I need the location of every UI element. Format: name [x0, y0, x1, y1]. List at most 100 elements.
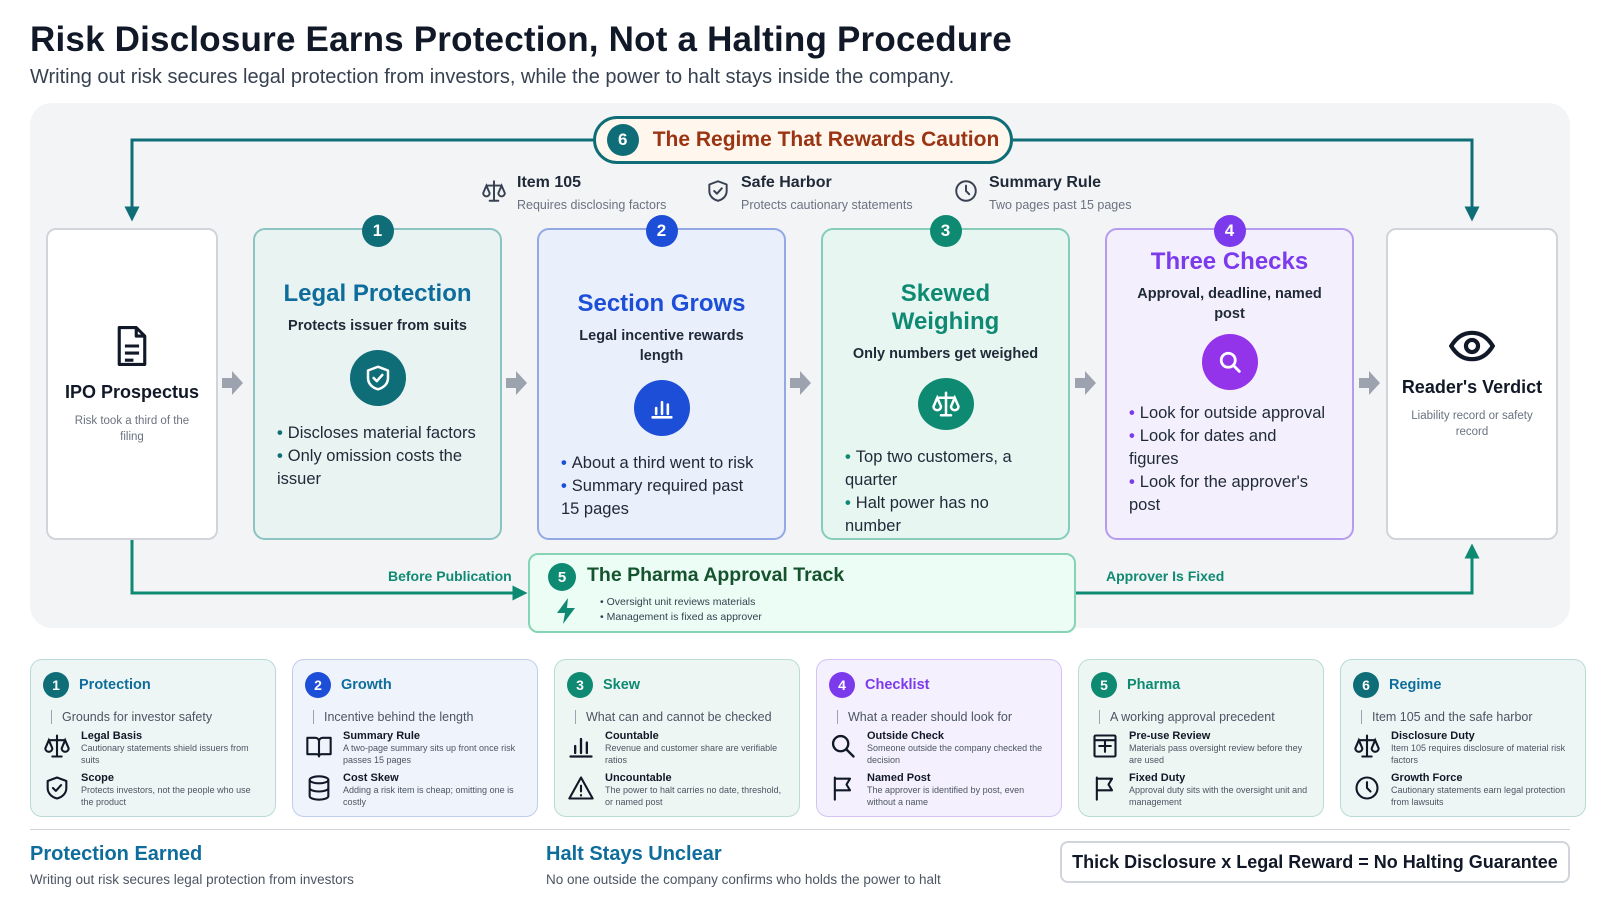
database-icon	[308, 775, 330, 801]
footer-divider	[30, 829, 1570, 830]
law-title: Summary Rule	[989, 174, 1102, 191]
stage-bullet: • Look for the approver's post	[1129, 473, 1309, 514]
start-title: IPO Prospectus	[64, 381, 200, 402]
card-skew: 3 Skew What can and cannot be checked Cou…	[554, 659, 800, 817]
stage-subtitle: Protects issuer from suits	[288, 318, 467, 334]
card-growth: 2 Growth Incentive behind the length Summ…	[292, 659, 538, 817]
card-item-desc: Adding a risk item is cheap; omitting on…	[343, 785, 514, 807]
card-regime: 6 Regime Item 105 and the safe harbor Dis…	[1340, 659, 1586, 817]
scale-icon	[1354, 734, 1380, 758]
card-item-title: Outside Check	[867, 730, 945, 742]
clock-icon	[955, 180, 977, 202]
law-title: Safe Harbor	[741, 174, 832, 191]
search-icon	[831, 734, 855, 758]
book-icon	[306, 736, 332, 758]
flag-icon	[833, 776, 852, 801]
card-item: Growth Force Cautionary statements earn l…	[1353, 772, 1573, 808]
card-checklist: 4 Checklist What a reader should look for…	[816, 659, 1062, 817]
law-safe-harbor: Safe Harbor Protects cautionary statement…	[705, 174, 913, 212]
stage-bullets: • Discloses material factors • Only omissi…	[277, 422, 478, 491]
stage-subtitle: Legal incentive rewards length	[579, 328, 744, 364]
start-desc: Risk took a third of the filing	[74, 414, 190, 443]
card-subtitle: What a reader should look for	[837, 710, 1049, 724]
card-item-desc: A two-page summary sits up front once ri…	[343, 743, 516, 765]
card-item: Pre-use Review Materials pass oversight r…	[1091, 730, 1311, 766]
flow-label-before-publication: Before Publication	[388, 568, 512, 584]
footer-protection-earned: Protection Earned Writing out risk secur…	[30, 843, 354, 887]
law-title: Item 105	[517, 174, 582, 191]
shield-icon	[708, 180, 728, 202]
stage-number-badge: 4	[1213, 215, 1246, 247]
card-item-title: Summary Rule	[343, 730, 421, 742]
stage-subtitle: Only numbers get weighed	[852, 346, 1039, 362]
card-item: Uncountable The power to halt carries no …	[567, 772, 787, 808]
card-subtitle: Item 105 and the safe harbor	[1361, 710, 1573, 724]
card-number-badge: 6	[1353, 672, 1379, 698]
stage-bullet: • Top two customers, a quarter	[845, 448, 1012, 489]
lightning-icon	[557, 598, 575, 624]
stage-section-grows: 2 Section Grows Legal incentive rewards …	[537, 215, 786, 540]
pharma-number-badge: 5	[548, 563, 576, 591]
stage-icon-circle	[917, 378, 974, 430]
end-title: Reader's Verdict	[1401, 376, 1543, 397]
card-title: Protection	[79, 677, 151, 693]
card-item-title: Scope	[81, 772, 115, 784]
card-item: Legal Basis Cautionary statements shield …	[43, 730, 263, 766]
card-subtitle: A working approval precedent	[1099, 710, 1311, 724]
end-desc: Liability record or safety record	[1411, 409, 1533, 438]
card-subtitle: Grounds for investor safety	[51, 710, 263, 724]
card-item: Named Post The approver is identified by …	[829, 772, 1049, 808]
card-title: Regime	[1389, 677, 1442, 693]
card-item: Countable Revenue and customer share are …	[567, 730, 787, 766]
stage-number-badge: 1	[361, 215, 394, 247]
bar-chart-icon	[650, 400, 673, 419]
card-item-title: Growth Force	[1391, 772, 1463, 784]
law-desc: Two pages past 15 pages	[989, 198, 1132, 212]
regime-label: The Regime That Rewards Caution	[652, 128, 1000, 151]
card-item-desc: Item 105 requires disclosure of material…	[1391, 743, 1566, 765]
stage-bullets: • Top two customers, a quarter • Halt powe…	[845, 446, 1046, 538]
stage-bullet: • Look for outside approval	[1129, 404, 1326, 422]
plus-box-icon	[1093, 734, 1117, 758]
stage-bullets: • About a third went to risk • Summary req…	[561, 452, 762, 521]
warning-icon	[568, 776, 594, 800]
pharma-bullets: • Oversight unit reviews materials • Man…	[600, 595, 762, 625]
card-item: Cost Skew Adding a risk item is cheap; om…	[305, 772, 525, 808]
footer-title: Protection Earned	[30, 843, 203, 865]
card-item-title: Disclosure Duty	[1391, 730, 1475, 742]
end-box-readers-verdict: Reader's Verdict Liability record or saf…	[1386, 228, 1558, 540]
card-item: Scope Protects investors, not the people …	[43, 772, 263, 808]
stage-bullet: • Halt power has no number	[845, 494, 989, 535]
stage-title: Three Checks	[1150, 248, 1309, 275]
footer-desc: Writing out risk secures legal protectio…	[30, 872, 354, 887]
stage-legal-protection: 1 Legal Protection Protects issuer from …	[253, 215, 502, 540]
clock-icon	[1355, 776, 1379, 800]
footer-title: Halt Stays Unclear	[546, 843, 722, 865]
card-item-title: Fixed Duty	[1129, 772, 1186, 784]
regime-number-badge: 6	[606, 124, 639, 156]
card-item-desc: Cautionary statements shield issuers fro…	[81, 743, 249, 765]
card-item-title: Countable	[605, 730, 659, 742]
card-item-title: Uncountable	[605, 772, 672, 784]
flow-label-approver-fixed: Approver Is Fixed	[1106, 568, 1225, 584]
eye-icon	[1449, 330, 1495, 361]
card-number-badge: 4	[829, 672, 855, 698]
card-item-desc: Protects investors, not the people who u…	[81, 785, 251, 807]
search-icon	[1219, 351, 1241, 373]
footer-halt-stays-unclear: Halt Stays Unclear No one outside the co…	[546, 843, 941, 887]
card-item-title: Cost Skew	[343, 772, 399, 784]
card-title: Growth	[341, 677, 392, 693]
regime-pill: 6 The Regime That Rewards Caution	[593, 116, 1013, 164]
scale-icon	[931, 391, 960, 417]
shield-icon	[46, 776, 68, 800]
card-item-desc: Materials pass oversight review before t…	[1129, 743, 1303, 765]
card-title: Checklist	[865, 677, 930, 693]
card-number-badge: 1	[43, 672, 69, 698]
card-item-desc: The power to halt carries no date, thres…	[605, 785, 782, 807]
formula-box: Thick Disclosure x Legal Reward = No Hal…	[1060, 841, 1570, 883]
card-item-desc: Revenue and customer share are verifiabl…	[605, 743, 778, 765]
stage-icon-circle	[349, 350, 406, 406]
bar-chart-icon	[569, 737, 593, 758]
document-icon	[117, 325, 147, 366]
stage-bullet: • Summary required past 15 pages	[561, 477, 744, 518]
